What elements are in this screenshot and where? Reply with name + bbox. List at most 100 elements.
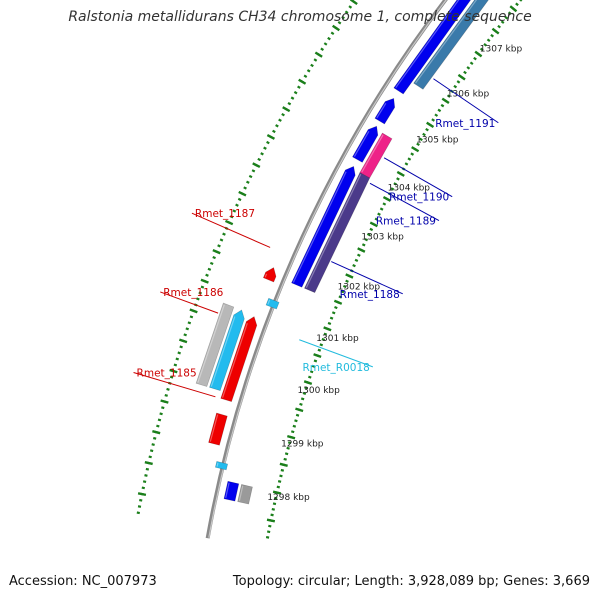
tick-mark — [323, 332, 328, 336]
label-leader-line — [433, 78, 499, 124]
tick-mark — [319, 343, 324, 347]
tick-mark — [251, 169, 256, 173]
tick-mark — [205, 273, 209, 277]
tick-mark — [187, 321, 192, 325]
tick-mark — [419, 137, 423, 142]
tick-mark — [390, 187, 395, 191]
major-tick-mark — [474, 50, 483, 58]
tick-mark — [431, 118, 435, 122]
gene-rmet-1191-steel — [413, 0, 489, 90]
tick-mark — [407, 157, 412, 161]
tick-mark — [175, 357, 180, 361]
tick-mark — [209, 261, 214, 266]
tick-mark — [469, 61, 474, 65]
tick-mark — [278, 118, 282, 122]
tick-mark — [207, 267, 212, 271]
tick-mark — [416, 142, 420, 147]
gene-label: Rmet_R0018 — [302, 362, 369, 374]
tick-mark — [183, 333, 187, 337]
gene-rmet-1186-grey — [195, 302, 235, 387]
tick-mark — [277, 480, 282, 483]
rna-rmet-r0018 — [265, 297, 280, 310]
tick-mark — [334, 305, 338, 310]
tick-mark — [243, 186, 247, 190]
major-tick-mark — [169, 368, 178, 374]
tick-mark — [434, 113, 439, 117]
tick-mark — [317, 348, 322, 352]
tick-mark — [271, 507, 275, 511]
gene-rmet-1189-pink — [359, 132, 393, 179]
tick-mark — [217, 244, 221, 248]
tick-mark — [189, 315, 194, 319]
tick-mark — [293, 90, 298, 95]
kbp-labels: 1298 kbp 1299 kbp 1300 kbp 1301 kbp 1302 kbp… — [267, 45, 522, 503]
tick-mark — [382, 202, 387, 206]
tick-mark — [361, 243, 366, 247]
tick-mark — [369, 227, 374, 232]
gene-labels: Rmet_1185 Rmet_1186 Rmet_1187 Rmet_R0018 Rme… — [133, 78, 499, 398]
tick-mark — [286, 446, 290, 450]
major-tick-mark — [369, 221, 378, 228]
tick-mark — [331, 311, 336, 315]
map-title: Ralstonia metallidurans CH34 chromosome … — [68, 9, 532, 25]
major-tick-mark — [266, 518, 276, 523]
tick-mark — [497, 24, 501, 29]
major-tick-mark — [331, 24, 340, 32]
tick-mark — [141, 486, 145, 490]
tick-mark — [437, 108, 442, 113]
gene-rmet-1188-blue — [291, 165, 356, 288]
tick-mark — [145, 467, 150, 471]
tick-mark — [297, 85, 301, 89]
tick-mark — [507, 11, 512, 15]
gene-features — [195, 0, 489, 505]
label-leader-line — [191, 212, 271, 248]
kbp-label: 1306 kbp — [447, 89, 490, 99]
tick-mark — [161, 406, 165, 410]
tick-mark — [440, 103, 445, 108]
major-tick-mark — [282, 106, 291, 113]
tick-mark — [166, 387, 170, 391]
tick-mark — [340, 290, 345, 294]
major-tick-mark — [396, 170, 405, 177]
tick-mark — [275, 124, 279, 128]
tick-mark — [149, 449, 154, 453]
tick-mark — [266, 140, 270, 145]
tick-mark — [152, 436, 157, 440]
tick-mark — [327, 36, 331, 41]
tick-mark — [364, 238, 369, 242]
tick-mark — [268, 524, 272, 528]
gene-top-grey — [237, 484, 253, 505]
tick-mark — [287, 441, 292, 445]
tick-mark — [357, 253, 361, 257]
major-tick-mark — [137, 492, 147, 497]
tick-mark — [270, 513, 274, 517]
tick-mark — [348, 5, 353, 9]
tick-mark — [173, 363, 178, 367]
major-tick-mark — [491, 27, 500, 35]
tick-mark — [257, 157, 261, 162]
tick-mark — [515, 2, 519, 7]
major-tick-mark — [238, 190, 247, 197]
tick-mark — [425, 127, 429, 132]
tick-mark — [294, 419, 298, 423]
tick-mark — [345, 279, 349, 283]
tick-mark — [292, 424, 297, 428]
rna-top — [215, 461, 229, 471]
major-tick-mark — [252, 162, 261, 169]
major-tick-mark — [224, 219, 234, 226]
gene-rmet-1186-cyan — [209, 309, 245, 391]
major-tick-mark — [382, 196, 392, 202]
major-tick-mark — [212, 249, 221, 255]
major-tick-mark — [509, 5, 518, 13]
tick-mark — [284, 452, 289, 456]
tick-mark — [159, 412, 163, 416]
outer-tick-ring — [136, 0, 358, 515]
gene-label: Rmet_1188 — [340, 289, 400, 301]
tick-mark — [338, 295, 343, 299]
major-tick-mark — [333, 299, 343, 305]
tick-mark — [260, 152, 264, 156]
tick-mark — [274, 496, 278, 500]
tick-mark — [295, 413, 300, 417]
tick-mark — [393, 182, 398, 186]
